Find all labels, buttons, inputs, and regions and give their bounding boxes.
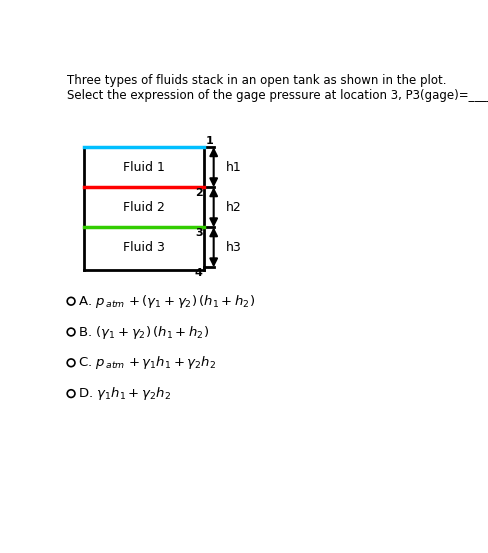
Text: 2: 2: [195, 188, 203, 198]
Text: B. $(\gamma_1+\gamma_2)\,(h_1+h_2)$: B. $(\gamma_1+\gamma_2)\,(h_1+h_2)$: [78, 324, 209, 341]
Text: Three types of fluids stack in an open tank as shown in the plot.: Three types of fluids stack in an open t…: [67, 74, 447, 87]
Text: 3: 3: [195, 228, 203, 238]
Text: Fluid 1: Fluid 1: [123, 161, 165, 174]
Text: h1: h1: [226, 161, 242, 174]
Text: D. $\gamma_1 h_1+\gamma_2 h_2$: D. $\gamma_1 h_1+\gamma_2 h_2$: [78, 385, 171, 402]
Text: Fluid 2: Fluid 2: [123, 201, 165, 214]
Text: 4: 4: [195, 268, 203, 278]
Text: 1: 1: [206, 135, 214, 145]
Text: h2: h2: [226, 201, 242, 214]
Text: Fluid 3: Fluid 3: [123, 241, 165, 254]
Text: A. $p_{\,atm}$ $+\,(\gamma_1+\gamma_2)\,(h_1+h_2)$: A. $p_{\,atm}$ $+\,(\gamma_1+\gamma_2)\,…: [78, 293, 255, 310]
Text: h3: h3: [226, 241, 242, 254]
Text: C. $p_{\,atm}$ $+\,\gamma_1 h_1+\gamma_2 h_2$: C. $p_{\,atm}$ $+\,\gamma_1 h_1+\gamma_2…: [78, 354, 216, 371]
Text: Select the expression of the gage pressure at location 3, P3(gage)=_______: Select the expression of the gage pressu…: [67, 90, 488, 102]
